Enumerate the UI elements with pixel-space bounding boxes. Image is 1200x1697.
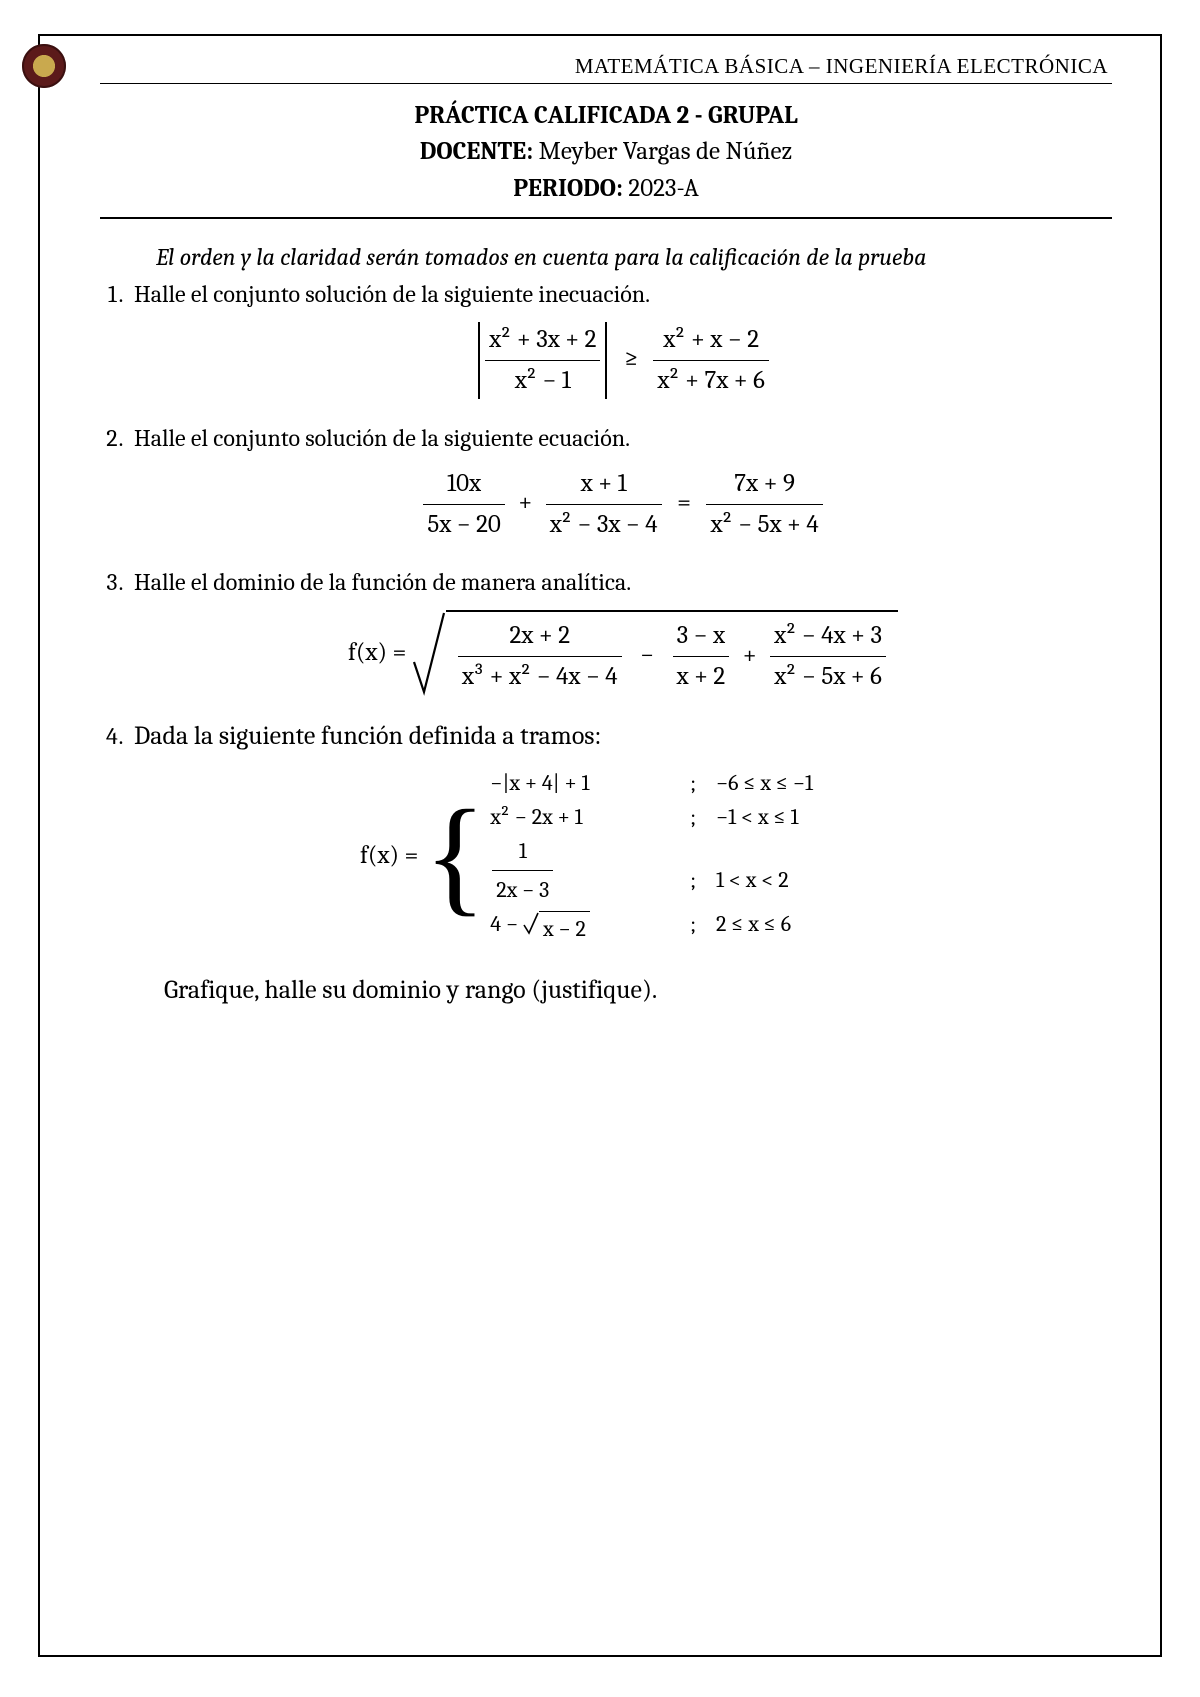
sqrt-icon: 2x + 2 x³ + x² − 4x − 4 − 3 − x x + 2 + …	[412, 610, 898, 696]
institution-logo-icon	[22, 44, 66, 88]
eq2-t3-num: 7x + 9	[706, 466, 822, 504]
page: MATEMÁTICA BÁSICA – INGENIERÍA ELECTRÓNI…	[0, 0, 1200, 1697]
equation-3: f(x) = 2x + 2 x³ + x² − 4x − 4 −	[134, 610, 1112, 696]
problem-4-text: Dada la siguiente función definida a tra…	[134, 721, 601, 751]
eq2-t1-den: 5x − 20	[423, 504, 505, 543]
eq2-t3-den: x² − 5x + 4	[706, 504, 822, 543]
small-sqrt-icon: x − 2	[523, 911, 590, 946]
period-label: PERIODO:	[513, 174, 623, 203]
problem-4-task: Grafique, halle su dominio y rango (just…	[164, 972, 1112, 1010]
eq2-t2-num: x + 1	[546, 466, 662, 504]
problem-list: Halle el conjunto solución de la siguien…	[128, 277, 1112, 1010]
eq3-radicand: 2x + 2 x³ + x² − 4x − 4 − 3 − x x + 2 + …	[446, 610, 898, 696]
teacher-label: DOCENTE:	[420, 137, 533, 166]
eq2-plus1: +	[518, 488, 532, 517]
eq3-t3-num: x² − 4x + 3	[770, 618, 886, 656]
exam-title: PRÁCTICA CALIFICADA 2 - GRUPAL	[414, 101, 797, 130]
case-3-cond: 1 < x < 2	[716, 863, 886, 897]
equation-4: f(x) = { −|x + 4| + 1 ; −6 ≤ x ≤ −1 x² −…	[134, 766, 1112, 946]
problem-1: Halle el conjunto solución de la siguien…	[128, 277, 1112, 399]
problem-2: Halle el conjunto solución de la siguien…	[128, 421, 1112, 543]
eq3-t2-den: x + 2	[673, 656, 730, 695]
case-4-expr: 4 − x − 2	[490, 907, 670, 946]
eq1-lhs-den: x² − 1	[485, 360, 600, 399]
period-value: 2023-A	[623, 174, 699, 203]
case-4-pre: 4 −	[490, 911, 523, 937]
eq3-rad-num: 2x + 2	[458, 618, 622, 656]
piecewise: { −|x + 4| + 1 ; −6 ≤ x ≤ −1 x² − 2x + 1…	[424, 766, 886, 946]
eq3-plus: +	[743, 641, 757, 670]
case-1-expr: −|x + 4| + 1	[490, 766, 670, 800]
eq3-minus: −	[640, 641, 654, 670]
title-rule	[100, 217, 1112, 219]
case-row: −|x + 4| + 1 ; −6 ≤ x ≤ −1	[490, 766, 886, 800]
problem-3-text: Halle el dominio de la función de manera…	[134, 568, 631, 596]
eq1-relation: ≥	[624, 344, 638, 373]
problem-3: Halle el dominio de la función de manera…	[128, 565, 1112, 696]
case-2-expr: x² − 2x + 1	[490, 800, 670, 834]
eq2-t2-den: x² − 3x − 4	[546, 504, 662, 543]
instruction-text: El orden y la claridad serán tomados en …	[156, 243, 1112, 271]
header-rule	[100, 83, 1112, 84]
case-4-sqrt: x − 2	[539, 911, 590, 946]
cases-grid: −|x + 4| + 1 ; −6 ≤ x ≤ −1 x² − 2x + 1 ;…	[490, 766, 886, 946]
problem-1-text: Halle el conjunto solución de la siguien…	[134, 280, 650, 308]
eq1-rhs-num: x² + x − 2	[653, 322, 769, 360]
case-2-cond: −1 < x ≤ 1	[716, 800, 886, 834]
course-header: MATEMÁTICA BÁSICA – INGENIERÍA ELECTRÓNI…	[100, 54, 1112, 79]
page-frame: MATEMÁTICA BÁSICA – INGENIERÍA ELECTRÓNI…	[38, 34, 1162, 1657]
problem-4: Dada la siguiente función definida a tra…	[128, 718, 1112, 1010]
case-row: 4 − x − 2 ; 2 ≤ x ≤ 6	[490, 907, 886, 946]
problem-2-text: Halle el conjunto solución de la siguien…	[134, 424, 630, 452]
equation-1: x² + 3x + 2 x² − 1 ≥ x² + x − 2 x² + 7x …	[134, 322, 1112, 400]
case-3-den: 2x − 3	[492, 870, 553, 907]
eq3-rad-den: x³ + x² − 4x − 4	[458, 656, 622, 695]
case-4-cond: 2 ≤ x ≤ 6	[716, 907, 886, 941]
case-row: x² − 2x + 1 ; −1 < x ≤ 1	[490, 800, 886, 834]
teacher-name: Meyber Vargas de Núñez	[533, 137, 792, 166]
brace-icon: {	[424, 804, 486, 908]
eq4-fx: f(x) =	[360, 841, 424, 870]
equation-2: 10x 5x − 20 + x + 1 x² − 3x − 4 = 7x + 9…	[134, 466, 1112, 544]
eq3-t2-num: 3 − x	[673, 618, 730, 656]
case-row: 1 2x − 3 ; 1 < x < 2	[490, 834, 886, 907]
eq2-t1-num: 10x	[423, 466, 505, 504]
case-1-cond: −6 ≤ x ≤ −1	[716, 766, 886, 800]
abs-value: x² + 3x + 2 x² − 1	[475, 322, 610, 400]
title-block: PRÁCTICA CALIFICADA 2 - GRUPAL DOCENTE: …	[100, 98, 1112, 207]
eq3-fx: f(x) =	[348, 638, 412, 667]
case-3-expr: 1 2x − 3	[490, 834, 670, 907]
eq1-lhs-num: x² + 3x + 2	[485, 322, 600, 360]
eq1-rhs-den: x² + 7x + 6	[653, 360, 769, 399]
eq2-eq: =	[677, 488, 691, 517]
case-3-num: 1	[492, 834, 553, 870]
header-area: MATEMÁTICA BÁSICA – INGENIERÍA ELECTRÓNI…	[100, 36, 1112, 219]
eq3-t3-den: x² − 5x + 6	[770, 656, 886, 695]
